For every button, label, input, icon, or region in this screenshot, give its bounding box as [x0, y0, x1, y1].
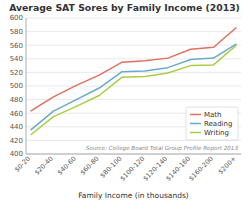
y-tick-label: 500: [10, 82, 23, 90]
x-tick-label: $0-20: [13, 155, 32, 174]
legend-label: Math: [204, 111, 222, 119]
legend-label: Writing: [204, 129, 229, 137]
y-tick-label: 520: [10, 69, 23, 77]
y-tick-label: 480: [10, 96, 23, 104]
y-axis: [26, 18, 27, 154]
x-tick-label: $60-80: [79, 155, 101, 177]
legend-box: [186, 107, 238, 140]
plot-area: [31, 28, 237, 135]
y-tick-label: 400: [10, 150, 23, 158]
x-tick-label: $20-40: [33, 155, 55, 177]
y-tick-label: 440: [10, 123, 23, 131]
y-tick-label: 420: [10, 137, 23, 145]
x-tick-label: $160-200: [187, 155, 215, 183]
y-tick-label: 460: [10, 110, 23, 118]
legend-swatch: [190, 114, 201, 116]
y-tick-label: 580: [10, 28, 23, 36]
grid-line: [26, 86, 241, 87]
legend-swatch: [190, 123, 201, 125]
y-tick-label: 540: [10, 55, 23, 63]
series-line: [31, 44, 237, 130]
legend: MathReadingWriting: [186, 107, 238, 140]
y-tick-label: 560: [10, 42, 23, 50]
legend-label: Reading: [204, 120, 232, 128]
annotation: Source: College Board Total Group Profil…: [86, 145, 239, 152]
grid-line: [26, 45, 241, 46]
x-tick-label: $200+: [217, 155, 238, 176]
title: Average SAT Sores by Family Income (2013…: [9, 2, 240, 13]
series-line: [31, 45, 237, 135]
legend-swatch: [190, 132, 201, 134]
series-line: [31, 28, 237, 112]
grid-line: [26, 18, 241, 19]
x-tick-label: $40-60: [56, 155, 78, 177]
grid-line: [26, 31, 241, 32]
chart: Average SAT Sores by Family Income (2013…: [0, 0, 249, 202]
x-axis-label: Family Income (in thousands): [78, 191, 189, 200]
y-tick-label: 600: [10, 14, 23, 22]
grid-line: [26, 99, 241, 100]
